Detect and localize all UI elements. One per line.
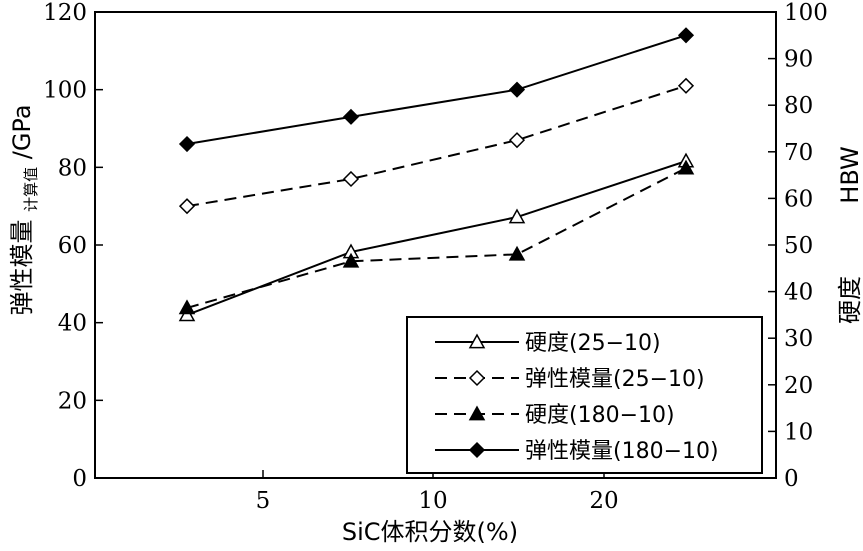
y2-tick-label: 80 <box>784 93 813 119</box>
series-line <box>186 160 687 316</box>
y-axis-title-main: 弹性模量 <box>8 220 36 316</box>
diamond-marker <box>677 77 695 94</box>
y-tick-label: 40 <box>58 311 87 337</box>
diamond-marker <box>468 369 486 387</box>
legend-label: 弹性模量(180−10) <box>525 439 719 464</box>
series-line <box>186 34 687 146</box>
x-tick-label: 20 <box>589 488 618 514</box>
y2-axis-title-main: 硬度 <box>836 276 863 324</box>
diamond-marker <box>508 81 526 98</box>
y2-tick-label: 50 <box>784 233 813 259</box>
y2-tick-label: 20 <box>784 373 813 399</box>
series-1 <box>178 77 695 215</box>
y-tick-label: 0 <box>72 466 87 492</box>
y2-tick-label: 30 <box>784 326 813 352</box>
diamond-marker <box>178 198 196 215</box>
triangle-marker <box>178 299 196 315</box>
triangle-marker <box>468 333 486 349</box>
y2-tick-label: 90 <box>784 47 813 73</box>
y2-tick-label: 70 <box>784 140 813 166</box>
triangle-marker <box>677 159 695 175</box>
triangle-marker <box>342 252 360 268</box>
series-0 <box>178 152 695 322</box>
series-line <box>186 167 687 309</box>
series-group <box>178 27 695 322</box>
y2-tick-label: 100 <box>784 0 828 26</box>
y-tick-label: 60 <box>58 233 87 259</box>
legend-label: 弹性模量(25−10) <box>525 367 705 392</box>
legend-label: 硬度(180−10) <box>525 403 675 428</box>
axis-titles: SiC体积分数(%) 弹性模量 计算值 /GPa 硬度 HBW <box>8 104 863 546</box>
series-3 <box>178 27 695 153</box>
y2-tick-label: 60 <box>784 186 813 212</box>
diamond-marker <box>342 170 360 188</box>
x-tick-label: 10 <box>418 488 447 514</box>
y-axis-title-sub: 计算值 <box>22 167 40 212</box>
legend-label: 硬度(25−10) <box>525 331 661 356</box>
axes-group: 0 20 40 60 80 100 120 0 10 20 30 40 50 60 70 80 90 100 5 10… <box>43 0 828 514</box>
y-axis-title-unit: /GPa <box>8 104 36 159</box>
series-line <box>186 84 687 208</box>
y-tick-label: 120 <box>43 0 87 26</box>
diamond-marker <box>468 441 486 459</box>
diamond-marker <box>342 108 360 125</box>
diamond-marker <box>677 27 695 44</box>
triangle-marker <box>508 208 526 224</box>
y-tick-label: 100 <box>43 78 87 104</box>
legend: 硬度(25−10) 弹性模量(25−10) 硬度(180−10) 弹性模量(180−1… <box>406 316 763 474</box>
x-tick-label: 5 <box>256 488 271 514</box>
y-tick-label: 20 <box>58 388 87 414</box>
triangle-marker <box>508 245 526 261</box>
y2-tick-label: 10 <box>784 419 813 445</box>
y-axis-title: 弹性模量 计算值 /GPa <box>8 104 42 315</box>
y2-tick-label: 40 <box>784 280 813 306</box>
diamond-marker <box>178 135 196 153</box>
series-2 <box>178 159 695 315</box>
y2-tick-label: 0 <box>784 466 799 492</box>
diamond-marker <box>508 132 526 149</box>
x-axis-title: SiC体积分数(%) <box>342 518 518 546</box>
y-tick-label: 80 <box>58 155 87 181</box>
y2-axis-title-unit: HBW <box>836 146 863 203</box>
triangle-marker <box>468 405 486 421</box>
